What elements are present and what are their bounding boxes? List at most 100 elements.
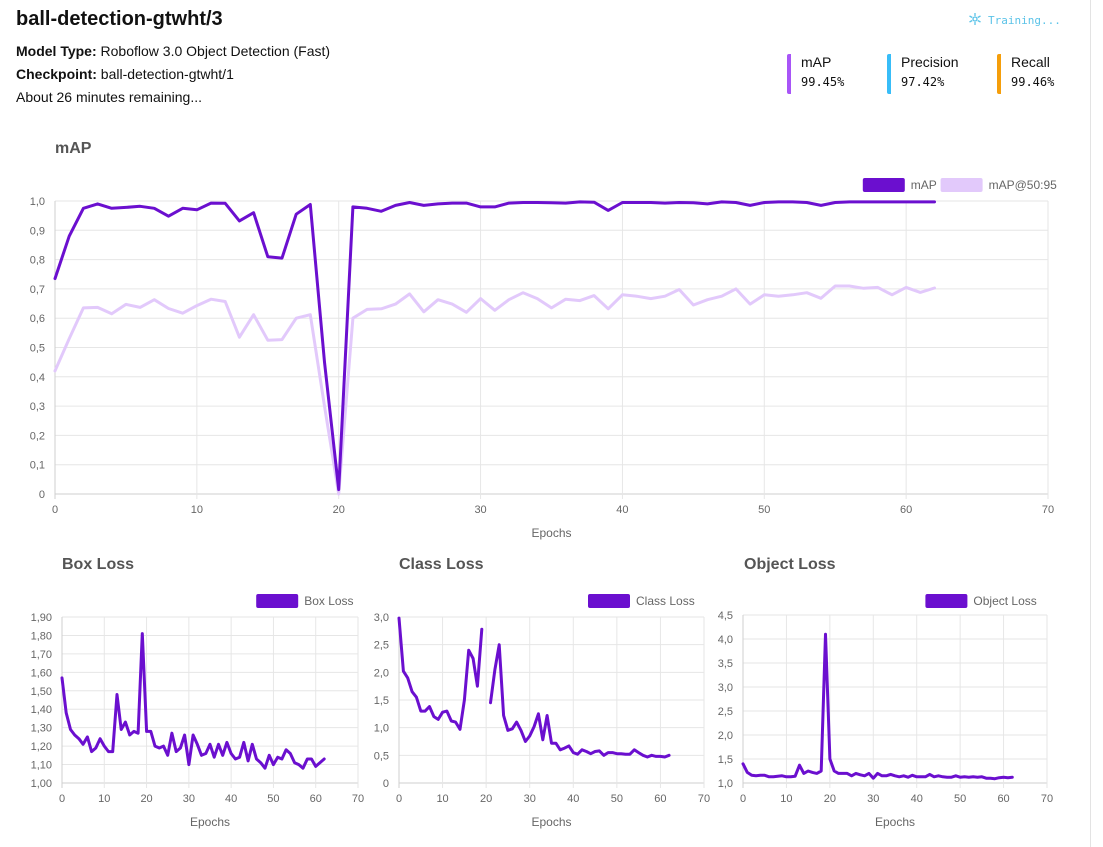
series-line-0 [741, 632, 1014, 781]
y-tick-label: 0,1 [30, 460, 45, 472]
legend-swatch [862, 178, 905, 192]
x-tick-label: 40 [567, 793, 579, 805]
model-type-line: Model Type: Roboflow 3.0 Object Detectio… [16, 43, 330, 59]
y-tick-label: 1,0 [374, 723, 389, 735]
y-tick-label: 1,00 [31, 778, 52, 790]
training-status-text: Training... [988, 14, 1061, 27]
legend-swatch [925, 594, 968, 608]
checkpoint-line: Checkpoint: ball-detection-gtwht/1 [16, 66, 234, 82]
legend-swatch [940, 178, 983, 192]
x-tick-label: 50 [267, 793, 279, 805]
x-tick-label: 0 [52, 504, 58, 516]
y-tick-label: 1,50 [31, 686, 52, 698]
x-tick-label: 10 [98, 793, 110, 805]
x-tick-label: 50 [954, 793, 966, 805]
metric-map-value: 99.45% [801, 75, 845, 89]
y-tick-label: 1,0 [30, 196, 45, 208]
legend-label: Box Loss [304, 594, 353, 608]
series-line-1 [53, 284, 936, 496]
y-tick-label: 2,0 [718, 730, 733, 742]
series-line-0 [53, 200, 936, 492]
metric-recall-value: 99.46% [1011, 75, 1055, 89]
x-tick-label: 30 [524, 793, 536, 805]
x-axis-label: Epochs [875, 815, 915, 829]
y-tick-label: 3,5 [718, 658, 733, 670]
x-tick-label: 60 [654, 793, 666, 805]
x-tick-label: 10 [436, 793, 448, 805]
checkpoint-label: Checkpoint: [16, 66, 97, 82]
y-tick-label: 1,80 [31, 630, 52, 642]
legend-swatch [256, 594, 299, 608]
x-tick-label: 70 [698, 793, 710, 805]
y-tick-label: 1,90 [31, 612, 52, 624]
y-tick-label: 0,9 [30, 225, 45, 237]
x-tick-label: 30 [474, 504, 486, 516]
x-tick-label: 0 [740, 793, 746, 805]
series-line-0 [397, 616, 671, 759]
chart-2: 0 0,5 1,0 1,5 2,0 2,5 3,0 0 10 20 30 40 50 60 70 Epochs… [374, 594, 710, 829]
x-tick-label: 0 [396, 793, 402, 805]
y-tick-label: 4,5 [718, 610, 733, 622]
x-tick-label: 40 [616, 504, 628, 516]
x-tick-label: 40 [911, 793, 923, 805]
y-tick-label: 0,5 [30, 343, 45, 355]
chart-0: 0 0,1 0,2 0,3 0,4 0,5 0,6 0,7 0,8 0,9 1,0 0 10 20 30 40… [30, 178, 1057, 540]
y-tick-label: 0,2 [30, 430, 45, 442]
y-tick-label: 0,8 [30, 255, 45, 267]
y-tick-label: 2,0 [374, 667, 389, 679]
y-tick-label: 1,60 [31, 667, 52, 679]
x-tick-label: 50 [758, 504, 770, 516]
metric-map: mAP 99.45% [787, 54, 844, 94]
time-remaining: About 26 minutes remaining... [16, 89, 202, 105]
chart-title-box-loss: Box Loss [62, 556, 135, 573]
page-title: ball-detection-gtwht/3 [16, 8, 223, 30]
chart-title-object-loss: Object Loss [744, 556, 836, 573]
chart-1: 1,00 1,10 1,20 1,30 1,40 1,50 1,60 1,70 1,80 1,90… [31, 594, 364, 829]
x-tick-label: 40 [225, 793, 237, 805]
x-tick-label: 20 [140, 793, 152, 805]
legend-label: Object Loss [973, 594, 1036, 608]
model-type-label: Model Type: [16, 43, 97, 59]
x-tick-label: 20 [333, 504, 345, 516]
y-tick-label: 2,5 [718, 706, 733, 718]
x-axis-label: Epochs [190, 815, 230, 829]
y-tick-label: 0 [39, 489, 45, 501]
y-tick-label: 2,5 [374, 640, 389, 652]
x-tick-label: 10 [191, 504, 203, 516]
checkpoint-value: ball-detection-gtwht/1 [100, 66, 234, 82]
metric-precision-label: Precision [901, 54, 959, 70]
y-tick-label: 0,7 [30, 284, 45, 296]
x-tick-label: 60 [997, 793, 1009, 805]
y-tick-label: 1,70 [31, 649, 52, 661]
y-tick-label: 0,3 [30, 401, 45, 413]
y-tick-label: 4,0 [718, 634, 733, 646]
training-status: Training... [968, 12, 1061, 29]
x-tick-label: 70 [1042, 504, 1054, 516]
y-tick-label: 3,0 [718, 682, 733, 694]
x-tick-label: 60 [900, 504, 912, 516]
y-tick-label: 1,5 [374, 695, 389, 707]
legend-label: Class Loss [636, 594, 695, 608]
x-tick-label: 50 [611, 793, 623, 805]
legend-label: mAP@50:95 [989, 178, 1058, 192]
y-tick-label: 1,20 [31, 741, 52, 753]
x-tick-label: 60 [310, 793, 322, 805]
metric-precision-value: 97.42% [901, 75, 945, 89]
legend-label: mAP [911, 178, 937, 192]
y-tick-label: 1,40 [31, 704, 52, 716]
y-tick-label: 0,4 [30, 372, 45, 384]
metric-map-label: mAP [801, 54, 832, 70]
model-type-value: Roboflow 3.0 Object Detection (Fast) [100, 43, 331, 59]
y-tick-label: 1,30 [31, 723, 52, 735]
y-tick-label: 0,6 [30, 313, 45, 325]
x-tick-label: 20 [480, 793, 492, 805]
x-tick-label: 20 [824, 793, 836, 805]
x-tick-label: 30 [867, 793, 879, 805]
y-tick-label: 1,0 [718, 778, 733, 790]
y-tick-label: 1,10 [31, 760, 52, 772]
chart-title-map: mAP [55, 140, 92, 157]
training-spinner-icon [968, 12, 982, 29]
metric-precision: Precision 97.42% [887, 54, 959, 94]
x-axis-label: Epochs [531, 815, 571, 829]
